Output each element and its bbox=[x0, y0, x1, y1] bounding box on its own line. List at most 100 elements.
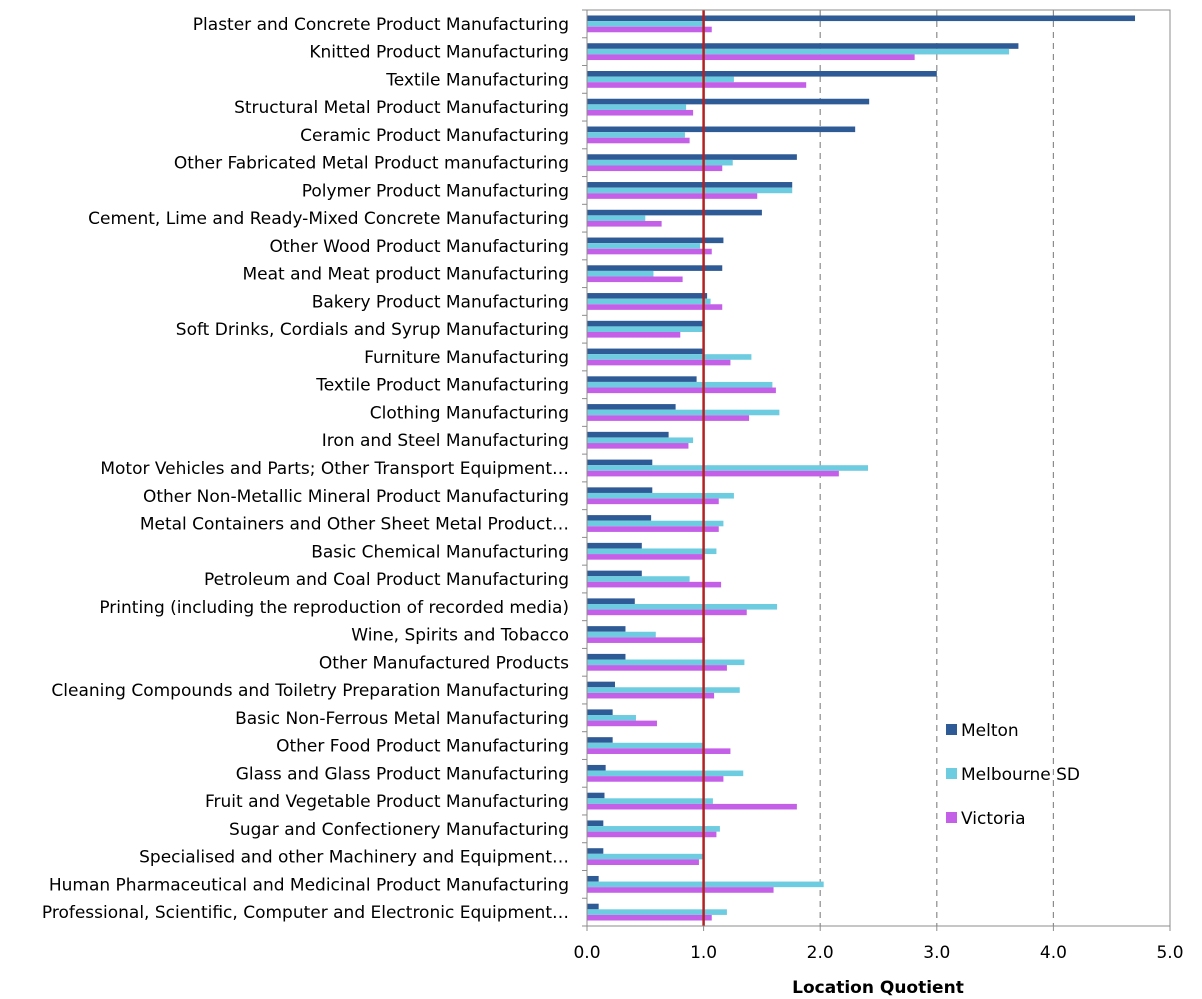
bar-victoria bbox=[587, 54, 915, 61]
bar-victoria bbox=[587, 137, 690, 144]
bar-melton bbox=[587, 515, 652, 521]
bar-melbourne-sd bbox=[587, 437, 694, 444]
bar-melton bbox=[587, 98, 870, 105]
plot-border bbox=[586, 9, 1171, 927]
bar-melton bbox=[587, 70, 937, 77]
bar-melton bbox=[587, 348, 703, 355]
x-tick-label: 2.0 bbox=[807, 943, 834, 963]
bar-victoria bbox=[587, 554, 704, 560]
bar-melbourne-sd bbox=[587, 770, 744, 777]
category-label: Polymer Product Manufacturing bbox=[302, 181, 569, 201]
bar-melton bbox=[587, 681, 615, 688]
bar-victoria bbox=[587, 415, 750, 421]
bar-victoria bbox=[587, 109, 694, 116]
bar-melbourne-sd bbox=[587, 465, 869, 471]
bar-melton bbox=[587, 709, 613, 716]
bar-melbourne-sd bbox=[587, 492, 734, 499]
category-label: Wine, Spirits and Tobacco bbox=[351, 626, 569, 646]
category-label: Soft Drinks, Cordials and Syrup Manufact… bbox=[176, 320, 569, 340]
category-label: Printing (including the reproduction of … bbox=[99, 598, 569, 618]
category-label: Plaster and Concrete Product Manufacturi… bbox=[193, 15, 569, 35]
legend-swatch-victoria bbox=[946, 812, 957, 823]
legend-swatch-melton bbox=[946, 724, 957, 735]
bar-melbourne-sd bbox=[587, 909, 727, 915]
bar-melton bbox=[587, 265, 723, 271]
bar-victoria bbox=[587, 720, 657, 727]
bar-melbourne-sd bbox=[587, 187, 793, 194]
category-label: Professional, Scientific, Computer and E… bbox=[42, 903, 569, 923]
bar-melton bbox=[587, 404, 676, 410]
bar-melbourne-sd bbox=[587, 270, 654, 277]
bar-melbourne-sd bbox=[587, 631, 656, 638]
bar-victoria bbox=[587, 26, 712, 33]
category-label: Ceramic Product Manufacturing bbox=[300, 126, 569, 146]
bar-melton bbox=[587, 126, 856, 133]
category-label: Furniture Manufacturing bbox=[364, 348, 569, 368]
bar-melbourne-sd bbox=[587, 243, 701, 249]
category-label: Other Food Product Manufacturing bbox=[276, 737, 569, 757]
bar-melbourne-sd bbox=[587, 132, 685, 138]
bar-melbourne-sd bbox=[587, 159, 733, 166]
bar-melbourne-sd bbox=[587, 826, 720, 832]
category-label: Other Non-Metallic Mineral Product Manuf… bbox=[143, 487, 569, 507]
category-label: Iron and Steel Manufacturing bbox=[322, 431, 569, 451]
bar-victoria bbox=[587, 470, 839, 477]
bar-victoria bbox=[587, 359, 731, 366]
category-label: Textile Product Manufacturing bbox=[315, 376, 569, 396]
bar-victoria bbox=[587, 193, 758, 199]
bar-victoria bbox=[587, 665, 727, 671]
bar-melton bbox=[587, 431, 669, 438]
bar-victoria bbox=[587, 776, 724, 782]
bar-melton bbox=[587, 487, 653, 493]
category-label: Basic Non-Ferrous Metal Manufacturing bbox=[235, 709, 569, 729]
category-label: Other Fabricated Metal Product manufactu… bbox=[174, 154, 569, 174]
bar-melbourne-sd bbox=[587, 76, 734, 83]
bar-melbourne-sd bbox=[587, 881, 824, 888]
category-label: Knitted Product Manufacturing bbox=[309, 43, 569, 63]
category-label: Other Wood Product Manufacturing bbox=[269, 237, 569, 257]
bar-melton bbox=[587, 43, 1019, 49]
legend-label: Victoria bbox=[961, 809, 1026, 829]
bar-victoria bbox=[587, 914, 712, 921]
bar-victoria bbox=[587, 332, 681, 338]
bar-melbourne-sd bbox=[587, 381, 773, 388]
bar-victoria bbox=[587, 637, 705, 643]
bar-melton bbox=[587, 764, 606, 771]
category-label: Specialised and other Machinery and Equi… bbox=[139, 848, 569, 868]
bar-melbourne-sd bbox=[587, 409, 780, 416]
bar-melton bbox=[587, 598, 635, 604]
bar-melbourne-sd bbox=[587, 548, 717, 555]
bar-melton bbox=[587, 376, 697, 382]
x-tick-label: 3.0 bbox=[923, 943, 950, 963]
bar-melton bbox=[587, 570, 642, 577]
bar-victoria bbox=[587, 165, 723, 172]
bar-melbourne-sd bbox=[587, 215, 646, 221]
legend-label: Melton bbox=[961, 721, 1019, 741]
bar-victoria bbox=[587, 859, 699, 866]
category-label: Textile Manufacturing bbox=[385, 70, 569, 90]
bar-melbourne-sd bbox=[587, 576, 690, 582]
bar-melton bbox=[587, 903, 599, 910]
bar-melbourne-sd bbox=[587, 798, 713, 804]
x-tick-labels: 0.0 1.0 2.0 3.0 4.0 5.0 bbox=[573, 943, 1183, 963]
x-tick-label: 5.0 bbox=[1156, 943, 1183, 963]
x-tick-label: 1.0 bbox=[690, 943, 717, 963]
bar-victoria bbox=[587, 692, 715, 699]
bar-melbourne-sd bbox=[587, 48, 1010, 55]
bar-melton bbox=[587, 237, 724, 244]
bar-melbourne-sd bbox=[587, 326, 704, 333]
bar-victoria bbox=[587, 248, 712, 255]
bar-melbourne-sd bbox=[587, 853, 704, 860]
bar-victoria bbox=[587, 748, 731, 754]
bar-melbourne-sd bbox=[587, 104, 687, 110]
bar-melton bbox=[587, 848, 604, 854]
bar-melton bbox=[587, 182, 793, 188]
category-label: Human Pharmaceutical and Medicinal Produ… bbox=[49, 875, 569, 895]
category-label: Fruit and Vegetable Product Manufacturin… bbox=[205, 792, 569, 812]
category-label: Cleaning Compounds and Toiletry Preparat… bbox=[51, 681, 569, 701]
legend: Melton Melbourne SD Victoria bbox=[946, 721, 1080, 829]
legend-swatch-melbourne-sd bbox=[946, 768, 957, 779]
category-label: Bakery Product Manufacturing bbox=[312, 292, 569, 312]
bar-melton bbox=[587, 792, 605, 799]
bar-victoria bbox=[587, 304, 723, 310]
